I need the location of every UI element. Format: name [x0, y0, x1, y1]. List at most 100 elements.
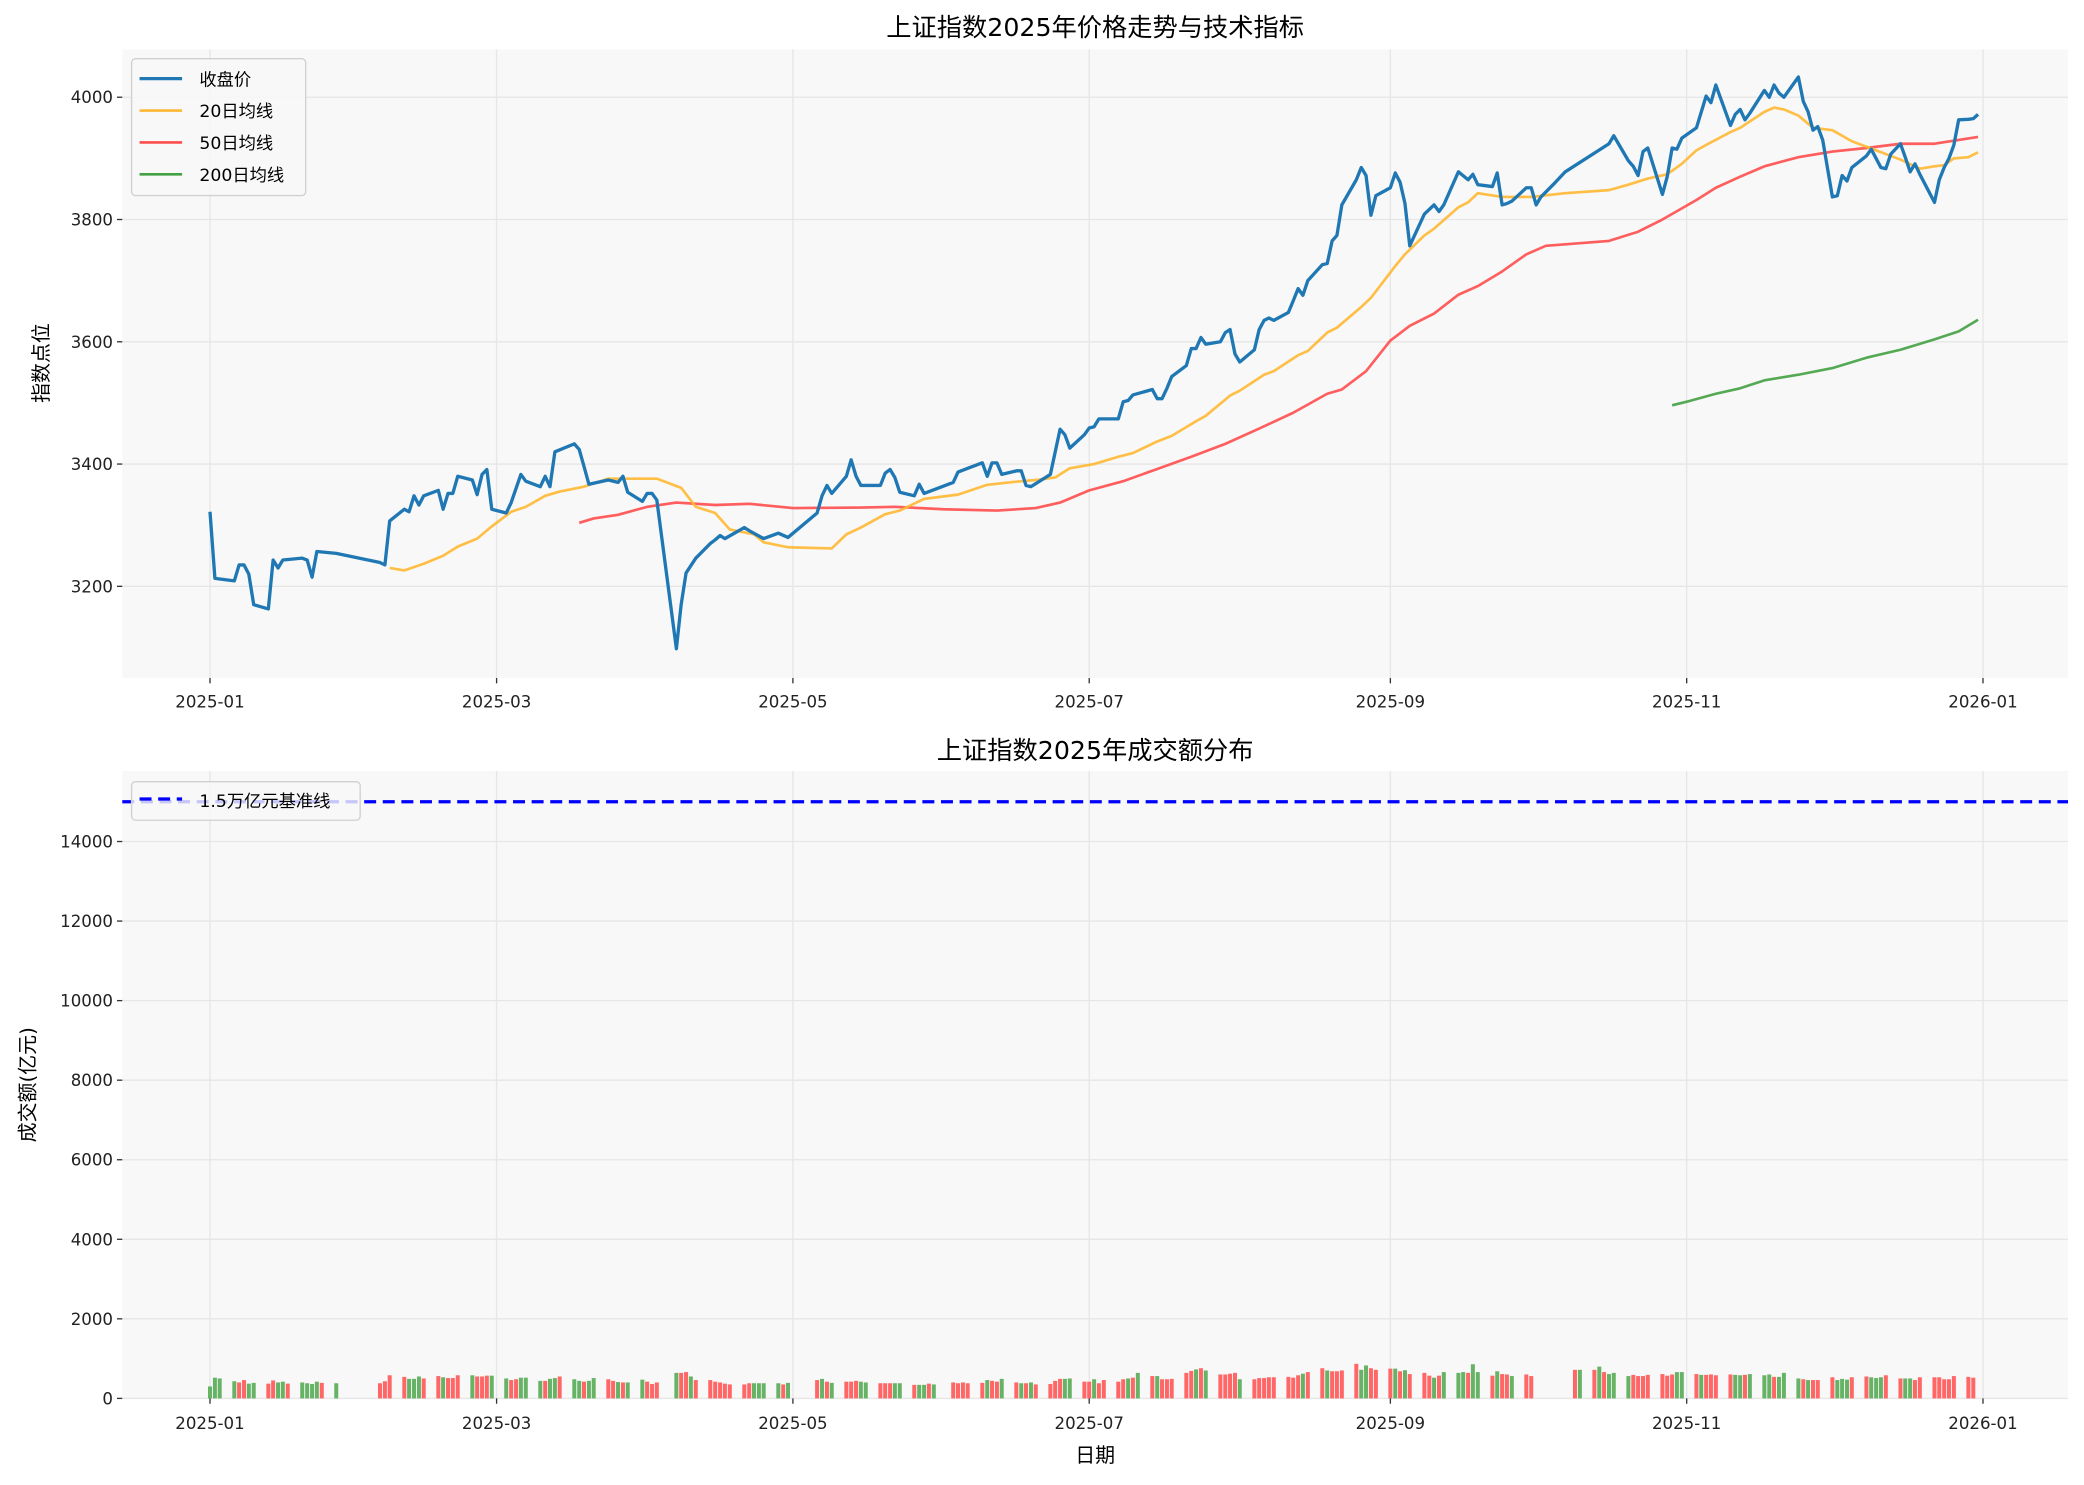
- volume-bar: [489, 1375, 494, 1399]
- volume-bar: [1427, 1375, 1432, 1399]
- volume-bar: [572, 1379, 577, 1399]
- volume-bar: [693, 1380, 698, 1399]
- volume-y-tick-label: 10000: [60, 992, 113, 1011]
- volume-x-tick-label: 2025-01: [175, 1414, 244, 1433]
- price-x-tick-label: 2025-03: [462, 692, 531, 711]
- volume-bar: [718, 1382, 723, 1399]
- volume-bar: [849, 1381, 854, 1399]
- volume-bar: [1048, 1384, 1053, 1399]
- volume-bar: [892, 1383, 897, 1399]
- volume-bar: [912, 1384, 917, 1399]
- volume-bar: [1082, 1381, 1087, 1399]
- volume-bar: [994, 1381, 999, 1399]
- volume-bar: [1699, 1374, 1704, 1399]
- volume-bar: [684, 1372, 689, 1399]
- volume-bar: [931, 1384, 936, 1399]
- volume-bar: [1874, 1378, 1879, 1399]
- volume-chart: 上证指数2025年成交额分布 2025-01 2025-03 2025-05 2025…: [17, 736, 2069, 1467]
- volume-bar: [1713, 1375, 1718, 1399]
- volume-bar: [1762, 1375, 1767, 1399]
- volume-legend: 1.5万亿元基准线: [130, 781, 361, 821]
- volume-bar: [747, 1383, 752, 1399]
- price-x-tick-label: 2025-09: [1356, 692, 1425, 711]
- volume-bar: [1067, 1378, 1072, 1399]
- volume-bar: [276, 1382, 281, 1399]
- volume-bar: [1466, 1372, 1471, 1399]
- volume-bar: [1606, 1374, 1611, 1399]
- volume-bar: [480, 1376, 485, 1399]
- volume-bar: [1470, 1364, 1475, 1399]
- volume-bar: [217, 1378, 222, 1399]
- volume-bar: [212, 1377, 217, 1399]
- volume-axis-ticks: 2025-01 2025-03 2025-05 2025-07 2025-09 2025-…: [60, 832, 2018, 1432]
- volume-chart-title: 上证指数2025年成交额分布: [937, 736, 1254, 765]
- volume-x-tick-label: 2025-05: [758, 1414, 827, 1433]
- series-line-ma50: [578, 135, 1979, 525]
- volume-bar: [1849, 1377, 1854, 1399]
- volume-bar: [1529, 1376, 1534, 1399]
- volume-bar: [1296, 1375, 1301, 1399]
- volume-bar: [1339, 1370, 1344, 1399]
- price-series: [208, 75, 1980, 651]
- volume-bar: [1694, 1374, 1699, 1399]
- price-x-tick-label: 2026-01: [1948, 692, 2017, 711]
- volume-bar: [844, 1381, 849, 1399]
- volume-bar: [591, 1378, 596, 1399]
- volume-bar: [543, 1380, 548, 1399]
- volume-bar: [1053, 1380, 1058, 1399]
- volume-bar: [824, 1381, 829, 1399]
- volume-bar: [999, 1378, 1004, 1399]
- price-x-tick-label: 2025-05: [758, 692, 827, 711]
- volume-bar: [878, 1383, 883, 1399]
- volume-bar: [475, 1376, 480, 1399]
- volume-bar: [1932, 1377, 1937, 1399]
- volume-bar: [611, 1380, 616, 1399]
- volume-bar: [455, 1375, 460, 1399]
- volume-bar: [1388, 1368, 1393, 1399]
- volume-bar: [271, 1380, 276, 1399]
- volume-bar: [237, 1382, 242, 1399]
- volume-bar: [761, 1383, 766, 1399]
- volume-bar: [1903, 1378, 1908, 1399]
- volume-bar: [382, 1381, 387, 1399]
- volume-bar: [1602, 1372, 1607, 1399]
- volume-bar: [756, 1383, 761, 1399]
- volume-bar: [751, 1383, 756, 1399]
- volume-bar: [1160, 1379, 1165, 1399]
- volume-bar: [1092, 1379, 1097, 1399]
- price-chart-title: 上证指数2025年价格走势与技术指标: [886, 13, 1304, 42]
- volume-bar: [1495, 1371, 1500, 1399]
- volume-bar: [300, 1382, 305, 1399]
- volume-bar: [1155, 1376, 1160, 1399]
- volume-bar: [1271, 1377, 1276, 1399]
- volume-bar: [436, 1376, 441, 1399]
- volume-bar: [883, 1383, 888, 1399]
- volume-bar: [1835, 1380, 1840, 1399]
- volume-bar: [960, 1382, 965, 1399]
- volume-bar: [1130, 1377, 1135, 1399]
- volume-bar: [1772, 1376, 1777, 1399]
- series-line-close: [208, 75, 1980, 651]
- volume-bar: [441, 1377, 446, 1399]
- volume-bar: [1373, 1369, 1378, 1399]
- volume-bar: [1237, 1379, 1242, 1399]
- volume-bar: [1577, 1369, 1582, 1399]
- volume-bar: [1393, 1368, 1398, 1399]
- volume-bar: [1572, 1369, 1577, 1399]
- volume-y-tick-label: 6000: [71, 1151, 113, 1170]
- volume-y-axis-label: 成交额(亿元): [17, 1027, 40, 1142]
- volume-bar: [1509, 1376, 1514, 1399]
- price-y-tick-label: 4000: [71, 88, 113, 107]
- volume-y-tick-label: 2000: [71, 1310, 113, 1329]
- volume-bar: [815, 1380, 820, 1399]
- volume-bar: [820, 1378, 825, 1399]
- volume-bar: [586, 1380, 591, 1399]
- volume-bar: [1942, 1379, 1947, 1399]
- volume-bar: [1971, 1377, 1976, 1399]
- volume-bar: [674, 1372, 679, 1399]
- price-legend: 收盘价 20日均线 50日均线 200日均线: [130, 58, 307, 197]
- volume-bar: [509, 1380, 514, 1399]
- volume-bar: [504, 1378, 509, 1399]
- volume-bar: [1203, 1370, 1208, 1399]
